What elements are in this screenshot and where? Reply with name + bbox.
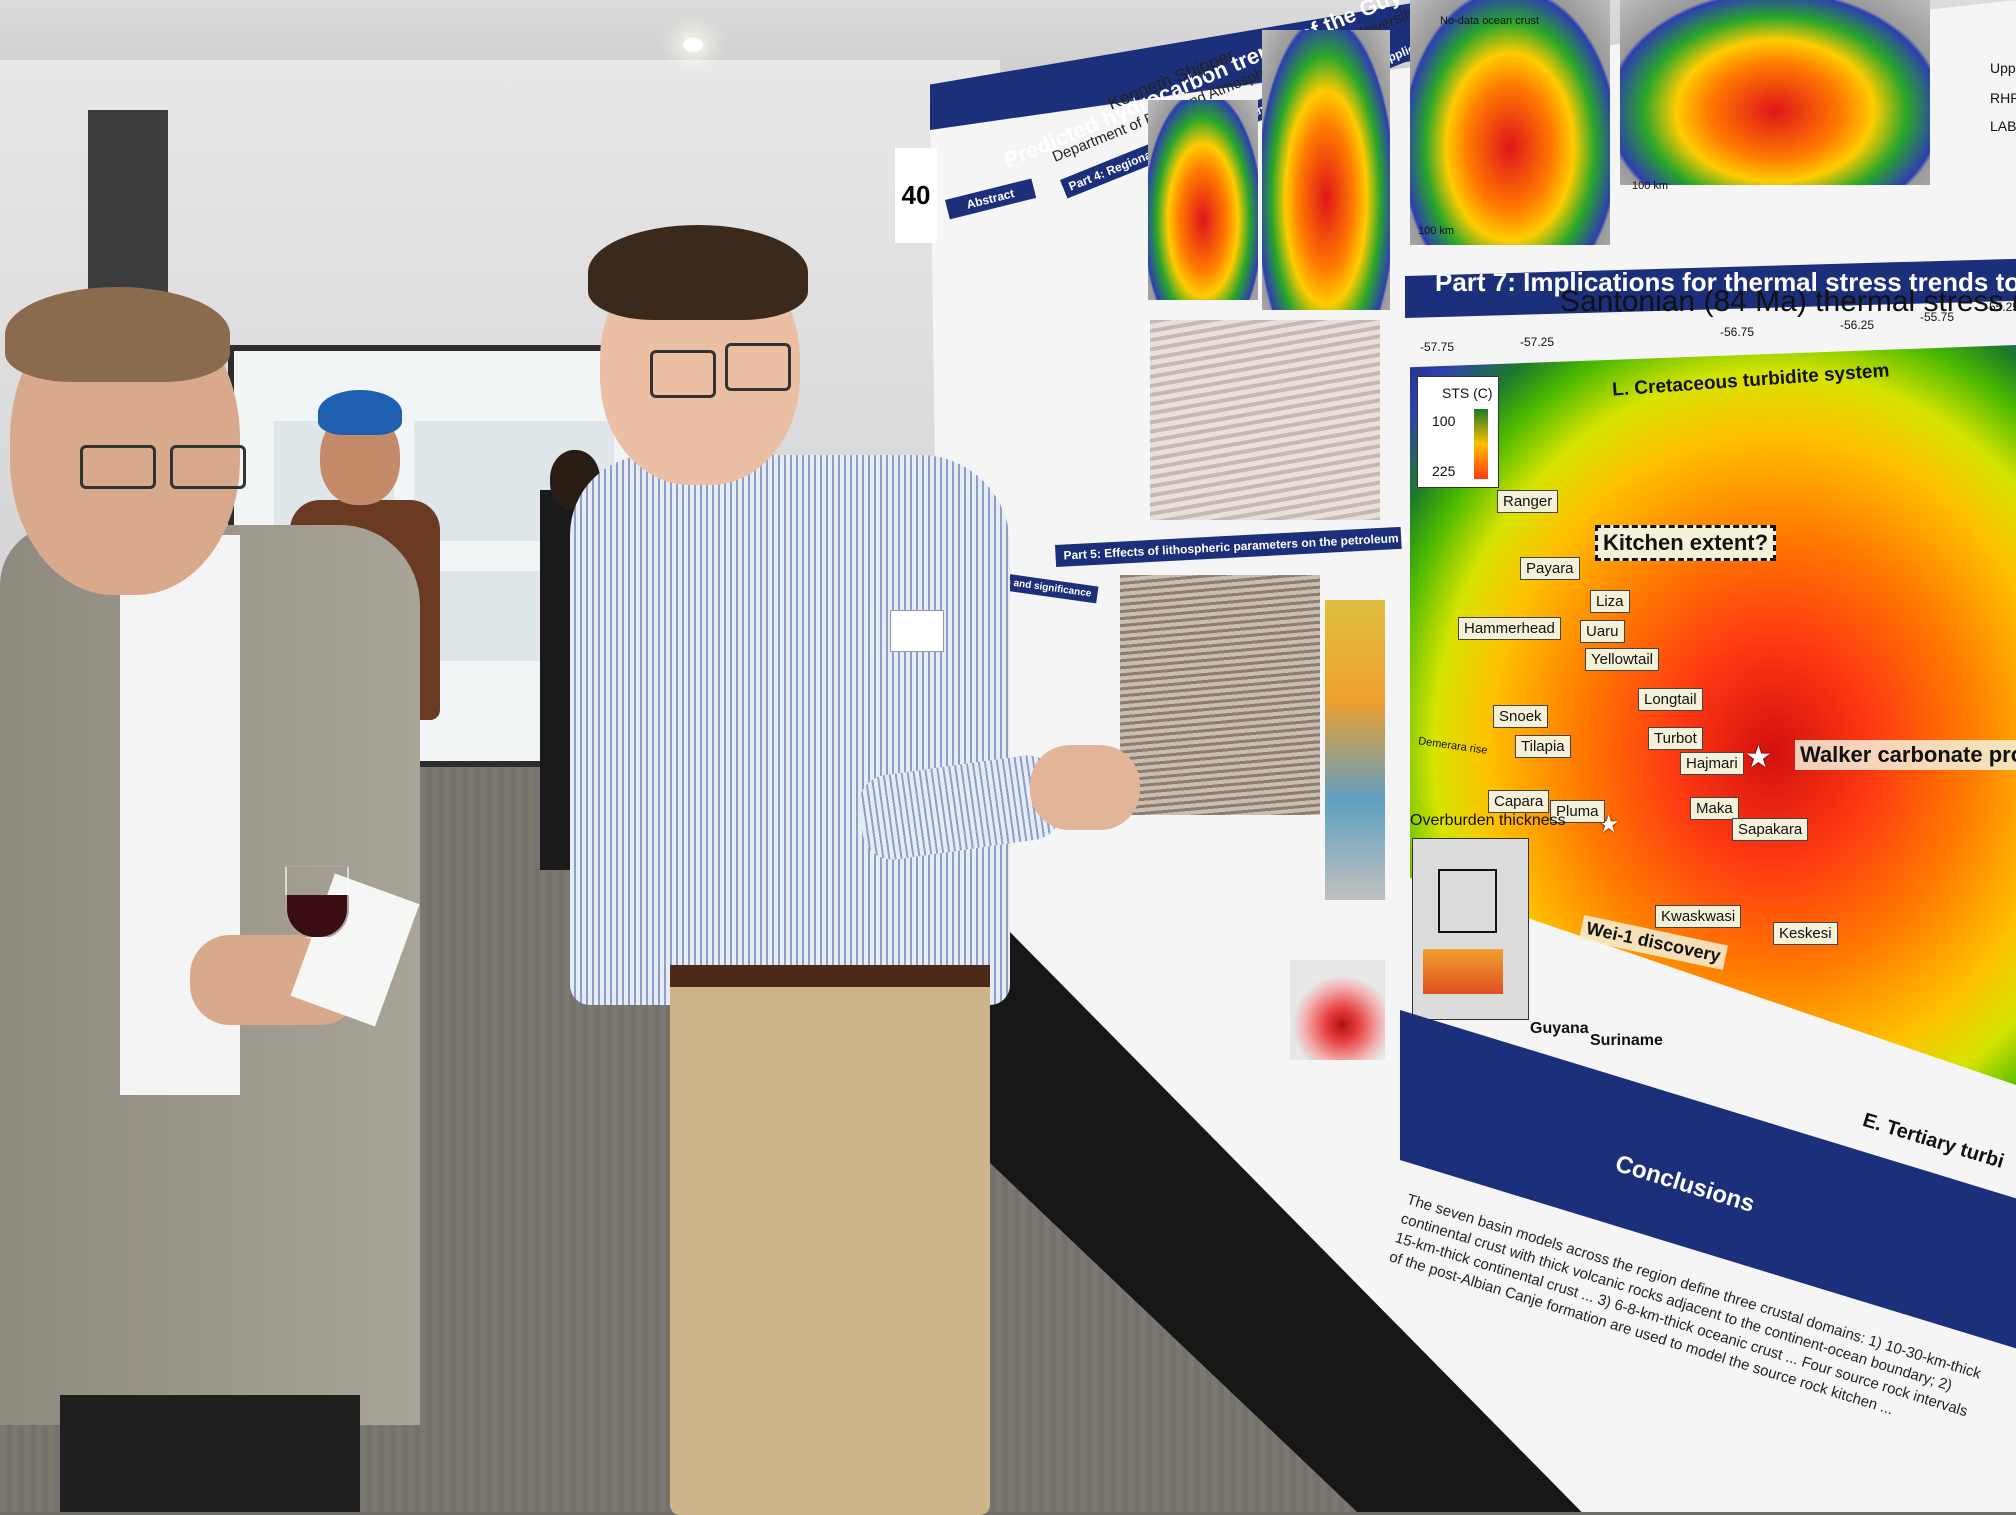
field-label: Hammerhead: [1458, 617, 1561, 640]
person-left-older-man: [0, 287, 430, 1512]
rhp-map: [1290, 960, 1385, 1060]
field-label: Kwaskwasi: [1655, 905, 1742, 928]
field-label: Liza: [1590, 590, 1630, 613]
star-icon: ★: [1745, 741, 1772, 774]
belt: [670, 965, 990, 987]
dark-pants: [60, 1395, 360, 1512]
poster-figure: [1262, 30, 1390, 310]
field-label: Longtail: [1638, 688, 1703, 711]
side-label-lab: LAB:: [1990, 118, 2016, 134]
field-label: Uaru: [1580, 620, 1625, 643]
legend-title: STS (C): [1442, 385, 1493, 401]
side-label-upper: Upper: [1990, 60, 2016, 76]
glasses-icon: [170, 445, 246, 489]
overburden-inset: [1412, 838, 1529, 1020]
glasses-icon: [80, 445, 156, 489]
inset-title: Overburden thickness: [1410, 812, 1566, 829]
wine-glass-icon: [285, 865, 349, 939]
ceiling-light: [683, 38, 703, 52]
booth-number: 40: [895, 148, 937, 243]
field-label: Yellowtail: [1585, 648, 1659, 671]
lon-tick: -56.25: [1840, 318, 1875, 332]
inset-color: [1423, 949, 1503, 994]
lon-tick: -55.75: [1920, 310, 1955, 324]
glasses-icon: [650, 350, 716, 398]
lon-tick: -56.75: [1720, 325, 1755, 339]
seismic-figure: [1150, 320, 1380, 520]
glasses-icon: [725, 343, 791, 391]
striped-shirt: [570, 455, 1010, 1005]
suriname-label: Suriname: [1590, 1032, 1663, 1049]
lon-tick: -57.75: [1420, 340, 1455, 354]
legend-colorbar: [1474, 409, 1488, 479]
field-label: Turbot: [1648, 727, 1703, 750]
scale-bar-right: 100 km: [1632, 180, 1669, 192]
poster-figure: [1148, 100, 1258, 300]
top-map-left: [1410, 0, 1610, 245]
field-label: Payara: [1520, 557, 1580, 580]
field-label: Maka: [1690, 797, 1739, 820]
top-map-right: [1620, 0, 1930, 185]
map-legend: STS (C) 100 225: [1417, 376, 1499, 488]
kitchen-label: Kitchen extent?: [1595, 525, 1777, 561]
walker-label: Walker carbonate pro: [1795, 740, 2016, 770]
field-label: Pluma: [1550, 800, 1605, 823]
pointing-hand: [1030, 745, 1140, 830]
legend-min: 100: [1432, 413, 1456, 429]
seismic-figure: [1120, 575, 1320, 815]
hair: [588, 225, 808, 320]
field-label: Ranger: [1497, 490, 1559, 513]
blue-beanie: [318, 390, 402, 435]
field-label: Hajmari: [1680, 752, 1744, 775]
field-label: Tilapia: [1515, 735, 1571, 758]
lon-tick: -57.25: [1520, 335, 1555, 349]
name-badge: [890, 610, 944, 652]
stratigraphic-column: [1325, 600, 1385, 900]
inset-box: [1438, 869, 1497, 933]
person-presenter: [560, 225, 1140, 1515]
guyana-label: Guyana: [1530, 1020, 1589, 1037]
field-label: Capara: [1488, 790, 1550, 813]
lon-tick: -55.25: [1985, 300, 2016, 314]
scale-bar-left: 100 km: [1418, 225, 1455, 237]
field-label: Sapakara: [1732, 818, 1809, 841]
legend-max: 225: [1432, 463, 1456, 479]
field-label: Keskesi: [1773, 922, 1838, 945]
map-title: Santonian (84 Ma) thermal stress map: [1560, 285, 2016, 318]
no-data-label: No-data ocean crust: [1440, 15, 1540, 27]
hair: [5, 287, 230, 382]
khaki-pants: [670, 965, 990, 1515]
field-label: Snoek: [1493, 705, 1548, 728]
side-label-rhp: RHP: [1990, 90, 2016, 106]
